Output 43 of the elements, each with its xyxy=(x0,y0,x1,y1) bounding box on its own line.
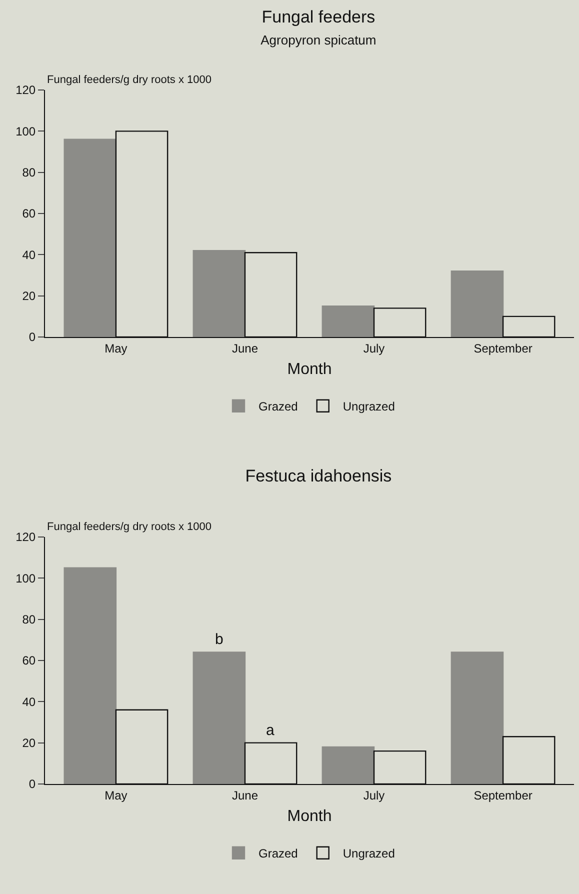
y-axis-title: Fungal feeders/g dry roots x 1000 xyxy=(47,521,212,533)
x-tick-label: July xyxy=(363,788,385,802)
legend-label: Grazed xyxy=(258,846,298,861)
y-tick-label: 40 xyxy=(22,694,36,709)
legend-label: Grazed xyxy=(258,400,298,414)
y-tick-label: 100 xyxy=(16,124,36,138)
y-axis-title: Fungal feeders/g dry roots x 1000 xyxy=(47,74,212,86)
x-tick-label: June xyxy=(232,788,258,802)
legend-label: Ungrazed xyxy=(342,400,395,414)
x-axis-title: Month xyxy=(287,361,332,378)
bar xyxy=(192,250,246,337)
y-tick-label: 120 xyxy=(16,530,36,544)
x-tick-label: July xyxy=(363,341,385,356)
y-tick-label: 40 xyxy=(22,248,36,262)
y-tick-label: 80 xyxy=(22,166,36,180)
legend-label: Ungrazed xyxy=(342,846,395,861)
bar xyxy=(64,567,117,784)
bar xyxy=(450,652,504,784)
bar xyxy=(192,652,246,784)
chart-subtitle: Agropyron spicatum xyxy=(260,32,376,48)
y-tick-label: 60 xyxy=(22,206,36,221)
x-tick-label: May xyxy=(104,341,128,356)
annotation: b xyxy=(215,631,224,648)
x-tick-label: May xyxy=(104,788,128,802)
bar xyxy=(322,306,375,337)
y-tick-label: 100 xyxy=(16,571,36,586)
y-tick-label: 60 xyxy=(22,654,36,668)
x-tick-label: September xyxy=(474,788,532,802)
bar xyxy=(450,270,504,337)
y-tick-label: 0 xyxy=(28,330,36,344)
bar xyxy=(64,138,117,337)
y-tick-label: 80 xyxy=(22,612,36,627)
chart-title: Festuca idahoensis xyxy=(245,466,392,486)
y-tick-label: 20 xyxy=(22,736,36,750)
y-tick-label: 20 xyxy=(22,289,36,304)
y-tick-label: 0 xyxy=(28,777,36,792)
y-tick-label: 120 xyxy=(16,83,36,98)
x-tick-label: June xyxy=(232,341,258,356)
annotation: a xyxy=(266,722,275,739)
x-tick-label: September xyxy=(474,341,532,356)
chart-title: Fungal feeders xyxy=(262,7,376,26)
x-axis-title: Month xyxy=(287,808,332,826)
bar xyxy=(322,746,375,784)
